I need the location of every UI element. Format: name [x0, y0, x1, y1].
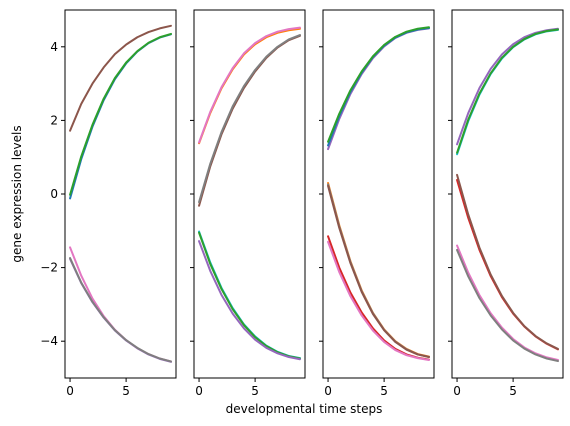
series-line-3: [456, 28, 559, 154]
series-line-6: [327, 184, 430, 359]
series-line-2: [198, 26, 301, 144]
x-tick-label: 0: [195, 384, 203, 398]
series-line-7: [456, 248, 559, 363]
x-tick-label: 5: [122, 384, 130, 398]
series-line-6: [456, 244, 559, 361]
series-line-4: [198, 34, 301, 204]
series-line-2: [69, 32, 172, 196]
x-tick-label: 0: [453, 384, 461, 398]
series-line-6: [69, 257, 172, 363]
y-tick-label: 4: [50, 40, 58, 54]
y-tick-label: −2: [40, 261, 58, 275]
series-line-5: [456, 173, 559, 350]
series-line-7: [198, 240, 301, 361]
x-tick-label: 0: [66, 384, 74, 398]
x-tick-label: 5: [251, 384, 259, 398]
series-line-3: [327, 26, 430, 143]
y-tick-label: −4: [40, 334, 58, 348]
series-line-8: [327, 240, 430, 361]
x-tick-label: 5: [380, 384, 388, 398]
x-tick-label: 5: [509, 384, 517, 398]
y-tick-label: 2: [50, 113, 58, 127]
x-axis-label: developmental time steps: [226, 402, 383, 416]
y-axis-label: gene expression levels: [10, 125, 24, 262]
x-tick-label: 0: [324, 384, 332, 398]
y-tick-label: 0: [50, 187, 58, 201]
panel-1: −4 −2 0 2 4 0 5: [40, 9, 177, 398]
series-line-3: [69, 24, 172, 132]
